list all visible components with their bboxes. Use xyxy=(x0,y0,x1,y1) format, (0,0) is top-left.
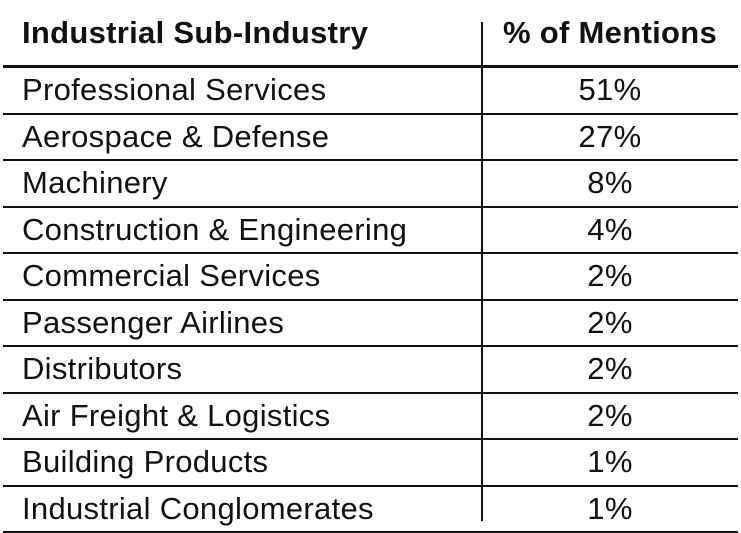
table-row: Construction & Engineering 4% xyxy=(3,208,738,254)
mentions-cell: 1% xyxy=(587,444,633,480)
table-row: Professional Services 51% xyxy=(3,68,738,115)
mentions-cell: 2% xyxy=(587,351,633,387)
industry-cell: Industrial Conglomerates xyxy=(22,490,374,526)
industry-cell: Passenger Airlines xyxy=(22,304,285,340)
mentions-cell: 8% xyxy=(587,165,633,201)
table-header-row: Industrial Sub-Industry % of Mentions xyxy=(3,0,738,68)
industry-cell: Professional Services xyxy=(22,72,327,108)
industry-cell: Distributors xyxy=(22,351,183,387)
mentions-cell: 1% xyxy=(587,490,633,526)
industry-cell: Building Products xyxy=(22,444,269,480)
table-row: Machinery 8% xyxy=(3,161,738,208)
industry-cell: Commercial Services xyxy=(22,258,321,294)
table-row: Air Freight & Logistics 2% xyxy=(3,394,738,440)
mentions-cell: 27% xyxy=(578,118,642,154)
mentions-cell: 51% xyxy=(578,72,642,108)
industry-cell: Machinery xyxy=(22,165,168,201)
mentions-cell: 2% xyxy=(587,258,633,294)
mentions-cell: 2% xyxy=(587,304,633,340)
table-row: Distributors 2% xyxy=(3,347,738,394)
table-row: Commercial Services 2% xyxy=(3,254,738,301)
table-row: Industrial Conglomerates 1% xyxy=(3,487,738,533)
industry-cell: Construction & Engineering xyxy=(22,211,408,247)
industry-cell: Air Freight & Logistics xyxy=(22,397,331,433)
column-divider xyxy=(481,22,483,521)
column-header-mentions: % of Mentions xyxy=(503,14,717,50)
mentions-cell: 4% xyxy=(587,211,633,247)
mentions-cell: 2% xyxy=(587,397,633,433)
table-row: Building Products 1% xyxy=(3,440,738,487)
table-row: Passenger Airlines 2% xyxy=(3,301,738,347)
table-row: Aerospace & Defense 27% xyxy=(3,115,738,161)
column-header-industry: Industrial Sub-Industry xyxy=(22,14,369,50)
industry-cell: Aerospace & Defense xyxy=(22,118,330,154)
